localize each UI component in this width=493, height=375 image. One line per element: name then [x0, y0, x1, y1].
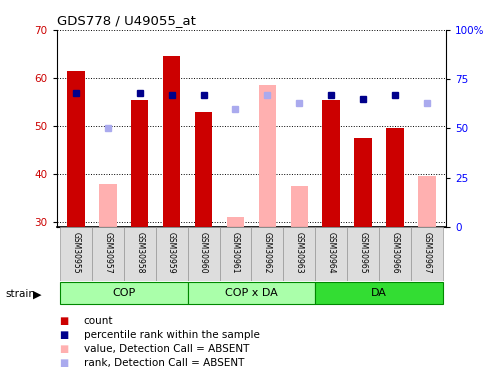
- Text: DA: DA: [371, 288, 387, 298]
- Bar: [251, 227, 283, 281]
- Bar: [379, 227, 411, 281]
- Text: COP: COP: [112, 288, 136, 298]
- Text: COP x DA: COP x DA: [225, 288, 278, 298]
- Bar: [347, 227, 379, 281]
- Bar: [219, 227, 251, 281]
- Text: count: count: [84, 316, 113, 326]
- Bar: [124, 227, 156, 281]
- Text: value, Detection Call = ABSENT: value, Detection Call = ABSENT: [84, 344, 249, 354]
- Bar: [60, 227, 92, 281]
- Text: GSM30963: GSM30963: [295, 232, 304, 274]
- Bar: [163, 56, 180, 227]
- Text: GSM30966: GSM30966: [390, 232, 400, 274]
- Bar: [195, 112, 212, 227]
- Bar: [99, 184, 116, 227]
- Text: GSM30962: GSM30962: [263, 232, 272, 274]
- Text: GSM30967: GSM30967: [423, 232, 431, 274]
- Text: GSM30964: GSM30964: [327, 232, 336, 274]
- Bar: [316, 282, 443, 304]
- Bar: [92, 227, 124, 281]
- Text: GSM30957: GSM30957: [103, 232, 112, 274]
- Text: rank, Detection Call = ABSENT: rank, Detection Call = ABSENT: [84, 358, 244, 368]
- Text: GSM30959: GSM30959: [167, 232, 176, 274]
- Text: ■: ■: [60, 330, 69, 340]
- Text: GSM30965: GSM30965: [359, 232, 368, 274]
- Bar: [187, 227, 219, 281]
- Bar: [227, 217, 244, 227]
- Bar: [316, 227, 347, 281]
- Text: percentile rank within the sample: percentile rank within the sample: [84, 330, 260, 340]
- Bar: [411, 227, 443, 281]
- Text: GDS778 / U49055_at: GDS778 / U49055_at: [57, 15, 196, 27]
- Text: ■: ■: [60, 344, 69, 354]
- Bar: [354, 138, 372, 227]
- Text: strain: strain: [5, 290, 35, 299]
- Bar: [418, 177, 436, 227]
- Bar: [290, 186, 308, 227]
- Text: GSM30955: GSM30955: [71, 232, 80, 274]
- Text: GSM30961: GSM30961: [231, 232, 240, 274]
- Text: ▶: ▶: [33, 290, 41, 299]
- Bar: [387, 129, 404, 227]
- Text: ■: ■: [60, 358, 69, 368]
- Text: GSM30960: GSM30960: [199, 232, 208, 274]
- Bar: [156, 227, 187, 281]
- Bar: [187, 282, 316, 304]
- Text: GSM30958: GSM30958: [135, 232, 144, 274]
- Bar: [67, 71, 85, 227]
- Bar: [131, 100, 148, 227]
- Bar: [322, 100, 340, 227]
- Text: ■: ■: [60, 316, 69, 326]
- Bar: [60, 282, 187, 304]
- Bar: [283, 227, 316, 281]
- Bar: [259, 85, 276, 227]
